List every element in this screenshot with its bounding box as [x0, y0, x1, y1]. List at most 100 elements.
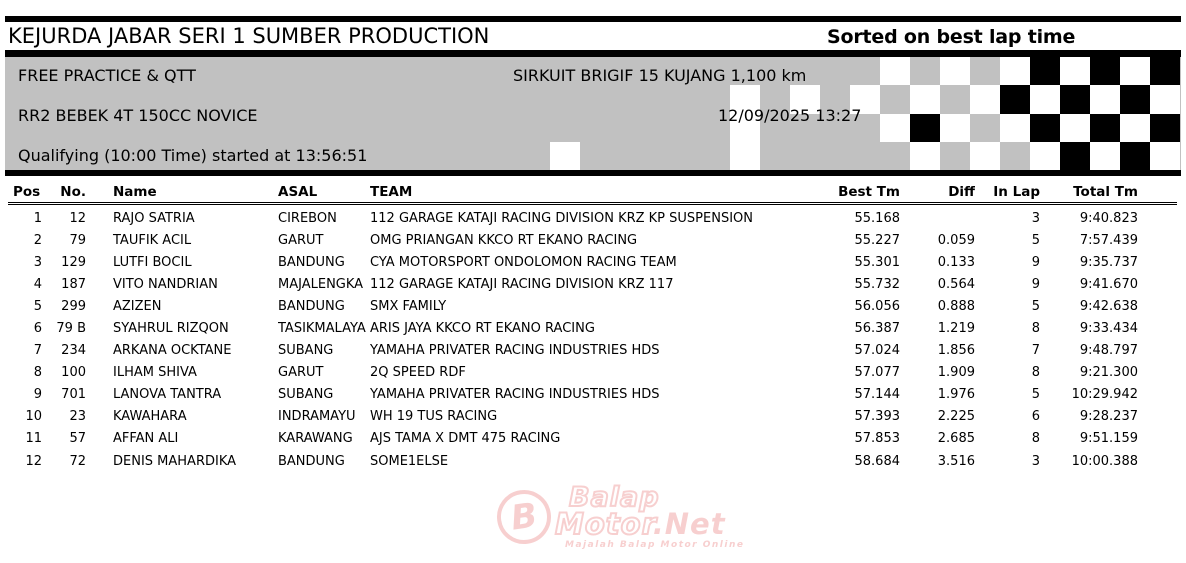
cell-total_tm: 9:42.638 [1079, 298, 1138, 314]
cell-total_tm: 9:40.823 [1079, 210, 1138, 226]
logo-letter: B [508, 495, 540, 539]
flag-cell [970, 57, 1000, 86]
flag-cell [1150, 113, 1180, 142]
flag-cell [1090, 57, 1120, 86]
page-title: KEJURDA JABAR SERI 1 SUMBER PRODUCTION [8, 24, 490, 48]
cell-diff: 0.059 [937, 232, 975, 248]
cell-team: ARIS JAYA KKCO RT EKANO RACING [370, 321, 595, 337]
flag-cell [730, 85, 760, 114]
cell-team: WH 19 TUS RACING [370, 409, 498, 425]
cell-team: AJS TAMA X DMT 475 RACING [370, 431, 561, 447]
flag-cell [700, 113, 730, 142]
watermark-line2: Motor.Net [554, 506, 726, 541]
cell-asal: BANDUNG [278, 453, 345, 469]
cell-in_lap: 3 [1031, 453, 1040, 469]
result-row: 6 79 B SYAHRUL RIZQON TASIKMALAYA ARIS JAYA … [8, 317, 1138, 339]
cell-diff: 1.856 [937, 343, 975, 359]
flag-cell [940, 85, 970, 114]
cell-best_tm: 57.077 [854, 365, 901, 381]
datetime-label: 12/09/2025 13:27 [718, 106, 862, 125]
cell-asal: BANDUNG [278, 254, 345, 270]
cell-team: SMX FAMILY [370, 298, 447, 314]
cell-best_tm: 57.024 [854, 343, 901, 359]
cell-best_tm: 57.853 [854, 431, 901, 447]
cell-pos: 4 [33, 276, 42, 292]
cell-total_tm: 9:35.737 [1079, 254, 1138, 270]
flag-cell [640, 113, 670, 142]
column-header-asal: ASAL [278, 183, 318, 200]
flag-cell [670, 141, 700, 170]
flag-cell [1060, 113, 1090, 142]
flag-cell [850, 113, 880, 142]
flag-cell [970, 85, 1000, 114]
cell-total_tm: 7:57.439 [1079, 232, 1138, 248]
watermark-text: Balap Motor.Net Majalah Balap Motor Onli… [554, 483, 745, 549]
cell-pos: 6 [33, 321, 42, 337]
cell-diff: 1.976 [937, 387, 975, 403]
cell-team: YAMAHA PRIVATER RACING INDUSTRIES HDS [370, 343, 660, 359]
result-row: 9 701 LANOVA TANTRA SUBANG YAMAHA PRIVATER R… [8, 384, 1138, 406]
flag-cell [760, 113, 790, 142]
flag-cell [640, 57, 670, 86]
cell-asal: SUBANG [278, 387, 334, 403]
result-row: 2 79 TAUFIK ACIL GARUT OMG PRIANGAN KKCO RT … [8, 229, 1138, 251]
flag-cell [670, 57, 700, 86]
flag-cell [1030, 141, 1060, 170]
flag-cell [1120, 85, 1150, 114]
flag-cell [700, 141, 730, 170]
cell-name: SYAHRUL RIZQON [113, 321, 229, 337]
cell-no: 299 [61, 298, 86, 314]
cell-team: 112 GARAGE KATAJI RACING DIVISION KRZ 11… [370, 276, 674, 292]
flag-cell [550, 57, 580, 86]
cell-in_lap: 5 [1031, 298, 1040, 314]
cell-name: LUTFI BOCIL [113, 254, 192, 270]
flag-cell [820, 85, 850, 114]
flag-cell [610, 141, 640, 170]
cell-no: 701 [61, 387, 86, 403]
cell-team: 2Q SPEED RDF [370, 365, 466, 381]
cell-name: TAUFIK ACIL [113, 232, 192, 248]
flag-cell [580, 57, 610, 86]
flag-cell [760, 57, 790, 86]
flag-cell [1120, 141, 1150, 170]
cell-name: AZIZEN [113, 298, 162, 314]
flag-cell [610, 57, 640, 86]
cell-asal: SUBANG [278, 343, 334, 359]
balapmotor-watermark: B Balap Motor.Net Majalah Balap Motor On… [493, 483, 745, 550]
flag-cell [880, 57, 910, 86]
title-divider-bar [5, 50, 1181, 57]
cell-total_tm: 9:21.300 [1079, 365, 1138, 381]
cell-in_lap: 8 [1031, 431, 1040, 447]
cell-team: CYA MOTORSPORT ONDOLOMON RACING TEAM [370, 254, 677, 270]
flag-cell [580, 85, 610, 114]
cell-in_lap: 9 [1031, 254, 1040, 270]
flag-cell [790, 141, 820, 170]
cell-name: VITO NANDRIAN [113, 276, 218, 292]
flag-cell [1030, 57, 1060, 86]
flag-cell [880, 113, 910, 142]
flag-cell [910, 85, 940, 114]
flag-cell [1120, 113, 1150, 142]
flag-cell [790, 85, 820, 114]
cell-diff: 1.219 [937, 321, 975, 337]
flag-cell [940, 141, 970, 170]
cell-in_lap: 7 [1031, 343, 1040, 359]
column-header-pos: Pos [13, 183, 41, 200]
flag-cell [700, 57, 730, 86]
cell-pos: 2 [33, 232, 42, 248]
cell-best_tm: 55.732 [854, 276, 901, 292]
cell-name: RAJO SATRIA [113, 210, 195, 226]
cell-total_tm: 9:33.434 [1079, 321, 1138, 337]
event-info-band: FREE PRACTICE & QTT SIRKUIT BRIGIF 15 KU… [5, 57, 1181, 170]
flag-cell [970, 113, 1000, 142]
column-header-best_tm: Best Tm [838, 183, 900, 200]
cell-asal: BANDUNG [278, 298, 345, 314]
flag-cell [850, 57, 880, 86]
flag-cell [1150, 57, 1180, 86]
flag-cell [880, 85, 910, 114]
cell-pos: 7 [33, 343, 42, 359]
column-header-diff: Diff [948, 183, 975, 200]
cell-asal: GARUT [278, 232, 324, 248]
flag-cell [1090, 113, 1120, 142]
results-table-body: 1 12 RAJO SATRIA CIREBON 112 GARAGE KATAJI R… [8, 207, 1178, 472]
